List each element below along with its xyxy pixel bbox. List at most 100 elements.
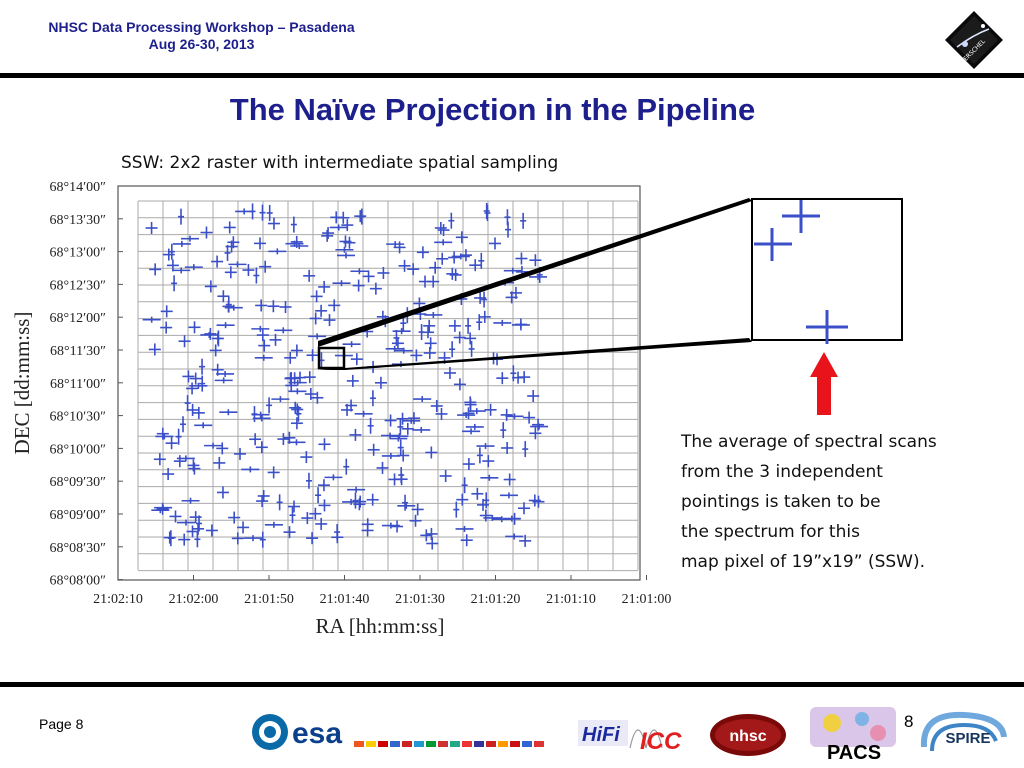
scatter-point-plus [178,335,191,348]
scatter-point-plus [435,407,448,420]
scatter-point-plus [384,414,397,427]
scatter-point-plus [390,433,409,440]
scatter-point-plus [214,377,233,384]
scatter-point-plus [235,208,254,215]
scatter-point-plus [287,439,306,446]
scatter-point-plus [189,382,208,389]
scatter-point-plus [187,459,200,472]
x-tick-label: 21:01:20 [471,592,521,607]
scatter-point-plus [324,474,343,481]
caption-line: map pixel of 19”x19” (SSW). [681,552,926,572]
scatter-point-plus [162,468,175,481]
scatter-point-plus [199,358,206,375]
y-tick-label: 68°09′00″ [50,508,107,523]
scatter-point-plus [306,532,319,545]
scatter-point-plus [426,537,439,550]
hifi-logo: HiFi ICC [578,720,682,754]
scatter-point-plus [259,531,266,548]
scatter-point-plus [289,507,296,524]
scatter-point-plus [496,372,509,385]
scatter-point-plus [397,439,404,456]
scatter-point-plus [411,503,424,516]
scatter-point-plus [254,354,273,361]
spire-logo: SPIRE [920,711,1007,752]
scatter-point-plus [349,428,362,441]
scatter-point-plus [242,264,255,277]
scatter-point-plus [460,534,473,547]
scatter-point-plus [367,417,374,434]
y-tick-label: 68°13′30″ [50,213,107,228]
x-tick-label: 21:01:40 [320,592,370,607]
y-tick-label: 68°14′00″ [50,180,107,195]
scatter-point-plus [172,240,191,247]
scatter-point-plus [186,382,199,395]
scatter-point-plus [477,498,490,511]
scatter-point-plus [228,261,247,268]
scatter-point-plus [175,428,182,445]
caption-line: the spectrum for this [681,522,860,542]
scatter-point-plus [500,408,513,421]
icc-logo-text: ICC [640,728,682,754]
scatter-point-plus [243,535,262,542]
scatter-point-plus [301,512,314,525]
scatter-point-plus [284,351,297,364]
scatter-point-plus [397,418,404,435]
scatter-point-plus [341,403,354,416]
scatter-point-plus [189,511,202,524]
scatter-point-plus [484,403,497,416]
scatter-point-plus [309,507,322,520]
scatter-point-plus [461,477,468,494]
member-flags-icon [354,741,544,747]
y-tick-label: 68°10′00″ [50,442,107,457]
scatter-point-plus [252,415,271,422]
scatter-point-plus [462,458,475,471]
y-tick-label: 68°12′30″ [50,278,107,293]
esa-logo-text: esa [292,717,342,750]
scatter-point-plus [171,275,178,292]
scatter-point-plus [142,316,161,323]
scatter-point-plus [268,248,287,255]
scatter-point-plus [500,422,507,439]
scatter-point-plus [354,410,373,417]
scatter-point-plus [397,502,416,509]
scatter-point-plus [253,267,260,284]
scatter-point-plus [156,427,169,440]
scatter-point-plus [456,493,469,506]
scatter-point-plus [455,525,474,532]
scatter-point-plus [467,408,486,415]
scatter-point-plus [259,260,272,273]
y-tick-label: 68°13′00″ [50,246,107,261]
scatter-point-plus [204,327,217,340]
footer-rule [0,682,1024,687]
x-tick-label: 21:01:50 [244,592,294,607]
y-tick-label: 68°09′30″ [50,475,107,490]
caption-line: The average of spectral scans [681,432,937,452]
scatter-point-plus [398,467,405,484]
scatter-point-plus [505,413,524,420]
scatter-point-plus [402,494,409,511]
scatter-point-plus [169,510,182,523]
scatter-point-plus [304,388,317,401]
x-tick-label: 21:01:00 [622,592,672,607]
scatter-point-plus [369,390,376,407]
scatter-point-plus [224,244,231,261]
scatter-point-plus [276,494,283,511]
y-tick-label: 68°11′30″ [50,344,106,359]
scatter-point-plus [217,290,230,303]
scatter-point-plus [211,363,224,376]
scatter-point-plus [381,452,400,459]
scatter-point-plus [266,204,273,221]
scatter-point-plus [178,533,191,546]
scatter-point-plus [176,519,195,526]
scatter-point-plus [213,456,226,469]
scatter-point-plus [532,418,545,431]
scatter-point-plus [181,497,200,504]
scatter-point-plus [283,431,296,444]
scatter-point-plus [334,524,341,541]
scatter-point-plus [532,495,545,508]
scatter-point-plus [148,343,161,356]
scatter-point-plus [453,378,466,391]
scatter-point-plus [216,370,235,377]
scatter-point-plus [257,489,270,502]
scatter-point-plus [177,208,184,225]
